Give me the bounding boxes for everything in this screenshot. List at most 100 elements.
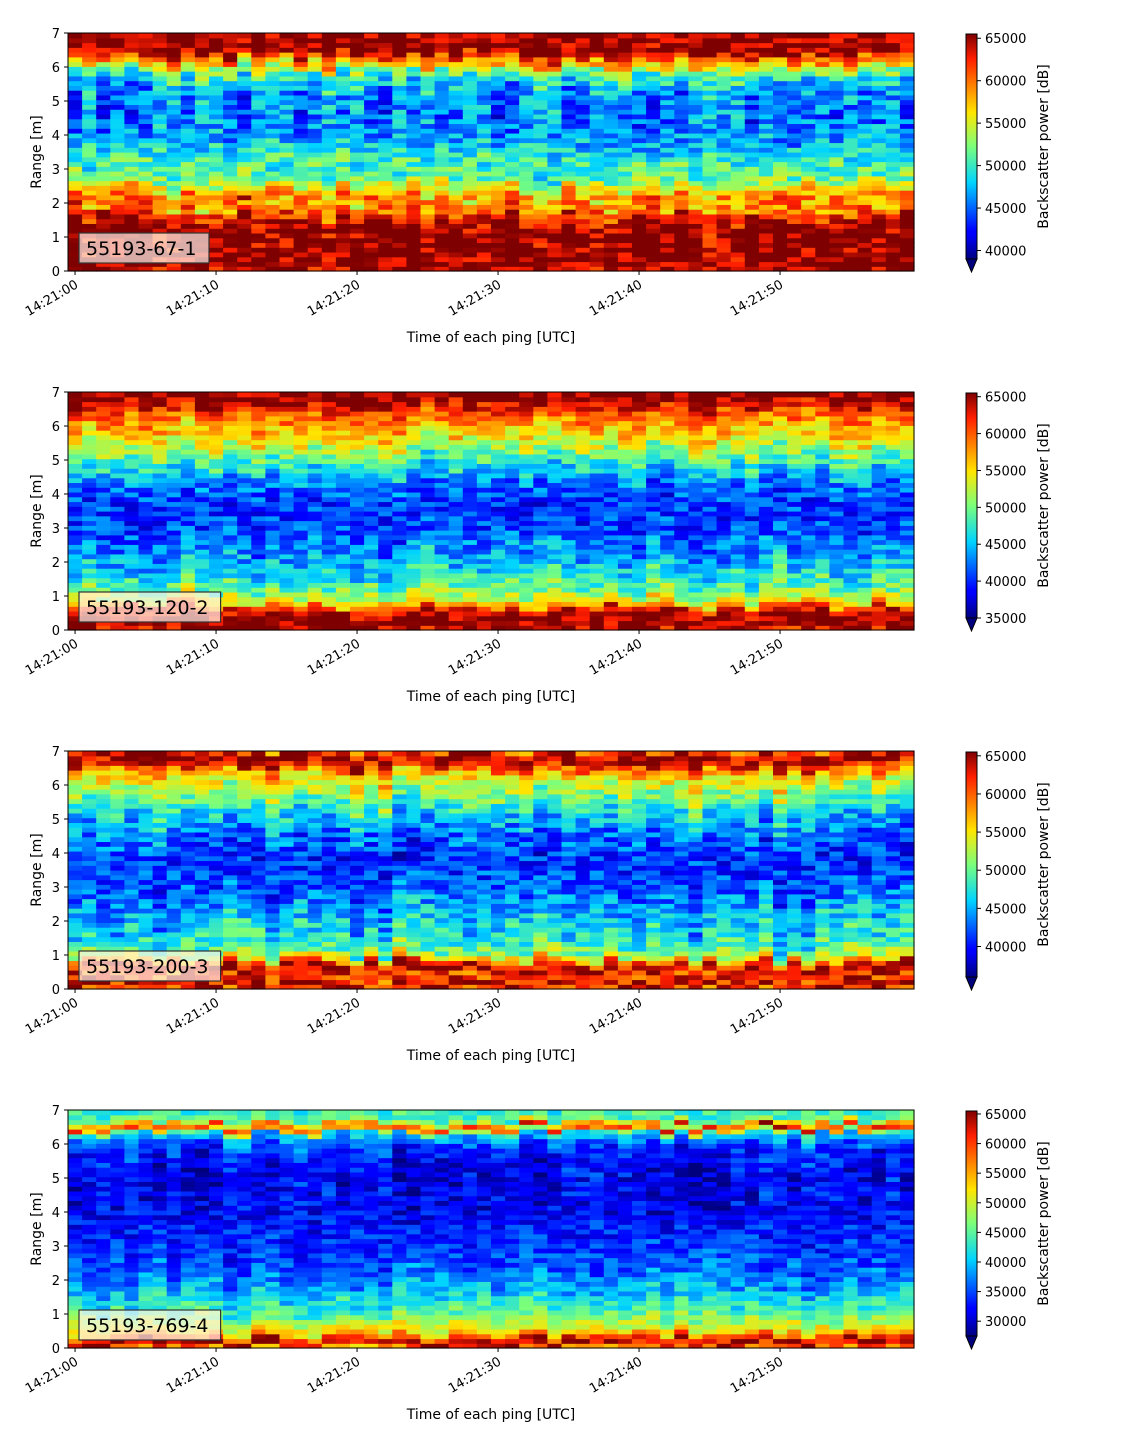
heatmap-cell xyxy=(166,553,182,560)
heatmap-cell xyxy=(730,104,746,110)
heatmap-cell xyxy=(885,175,901,182)
heatmap-cell xyxy=(209,61,224,67)
heatmap-cell xyxy=(68,496,83,503)
heatmap-cell xyxy=(279,85,295,91)
heatmap-cell xyxy=(180,185,196,191)
heatmap-cell xyxy=(350,620,365,626)
heatmap-cell xyxy=(462,511,478,517)
heatmap-cell xyxy=(138,80,154,86)
heatmap-cell xyxy=(378,104,393,110)
heatmap-cell xyxy=(180,487,196,493)
heatmap-cell xyxy=(110,180,125,186)
heatmap-cell xyxy=(632,266,647,272)
heatmap-cell xyxy=(335,199,351,205)
heatmap-cell xyxy=(829,42,845,48)
heatmap-cell xyxy=(547,411,563,417)
heatmap-cell xyxy=(209,218,224,224)
heatmap-cell xyxy=(857,190,873,196)
heatmap-cell xyxy=(519,582,534,588)
heatmap-cell xyxy=(209,128,224,134)
heatmap-cell xyxy=(462,625,478,631)
heatmap-cell xyxy=(68,615,83,622)
heatmap-cell xyxy=(491,415,506,422)
heatmap-cell xyxy=(279,137,295,144)
heatmap-cell xyxy=(744,56,760,63)
heatmap-cell xyxy=(476,256,492,263)
heatmap-cell xyxy=(96,166,111,172)
heatmap-cell xyxy=(533,228,548,234)
heatmap-cell xyxy=(96,582,111,588)
heatmap-cell xyxy=(110,530,125,536)
heatmap-cell xyxy=(265,511,281,517)
heatmap-cell xyxy=(617,99,633,105)
heatmap-cell xyxy=(209,515,224,522)
heatmap-cell xyxy=(871,147,887,153)
heatmap-cell xyxy=(307,247,323,253)
heatmap-cell xyxy=(68,606,83,612)
heatmap-cell xyxy=(462,247,478,253)
heatmap-cell xyxy=(364,458,379,464)
heatmap-cell xyxy=(124,218,140,224)
heatmap-cell xyxy=(406,392,422,398)
heatmap-cell xyxy=(406,56,422,63)
heatmap-cell xyxy=(335,128,351,134)
heatmap-cell xyxy=(265,156,281,163)
heatmap-cell xyxy=(237,449,252,455)
heatmap-cell xyxy=(251,572,266,579)
heatmap-cell xyxy=(561,506,577,512)
heatmap-cell xyxy=(237,601,252,607)
heatmap-cell xyxy=(194,587,210,593)
heatmap-cell xyxy=(335,558,351,564)
heatmap-cell xyxy=(110,520,125,526)
heatmap-cell xyxy=(96,458,111,464)
heatmap-cell xyxy=(223,515,238,522)
heatmap-cell xyxy=(787,232,802,239)
heatmap-cell xyxy=(68,425,83,431)
heatmap-cell xyxy=(829,61,845,67)
heatmap-cell xyxy=(110,123,125,129)
heatmap-cell xyxy=(392,563,407,569)
heatmap-cell xyxy=(364,587,379,593)
heatmap-cell xyxy=(293,185,309,191)
heatmap-cell xyxy=(674,99,689,105)
heatmap-cell xyxy=(350,511,365,517)
heatmap-cell xyxy=(138,199,154,205)
heatmap-cell xyxy=(801,94,816,101)
heatmap-cell xyxy=(547,587,563,593)
heatmap-cell xyxy=(96,123,111,129)
heatmap-cell xyxy=(420,256,436,263)
heatmap-cell xyxy=(476,411,492,417)
heatmap-cell xyxy=(561,223,577,229)
heatmap-cell xyxy=(194,472,210,479)
heatmap-cell xyxy=(293,247,309,253)
heatmap-cell xyxy=(96,411,111,417)
heatmap-cell xyxy=(871,85,887,91)
heatmap-cell xyxy=(871,166,887,172)
heatmap-cell xyxy=(561,37,577,44)
heatmap-cell xyxy=(505,491,520,498)
heatmap-cell xyxy=(138,75,154,82)
colorbar-extend-arrow xyxy=(965,258,978,274)
heatmap-cell xyxy=(209,453,224,460)
heatmap-cell xyxy=(533,558,548,564)
heatmap-cell xyxy=(491,506,506,512)
heatmap-cell xyxy=(730,251,746,258)
heatmap-cell xyxy=(730,228,746,234)
heatmap-cell xyxy=(420,190,436,196)
heatmap-cell xyxy=(293,577,309,583)
heatmap-cell xyxy=(448,468,464,474)
heatmap-cell xyxy=(533,75,548,82)
heatmap-cell xyxy=(688,47,704,53)
heatmap-cell xyxy=(392,468,407,474)
heatmap-cell xyxy=(491,232,506,239)
heatmap-cell xyxy=(68,587,83,593)
heatmap-cell xyxy=(491,392,506,398)
heatmap-cell xyxy=(476,218,492,224)
heatmap-cell xyxy=(378,204,393,210)
heatmap-cell xyxy=(462,142,478,148)
heatmap-cell xyxy=(237,491,252,498)
heatmap-cell xyxy=(505,190,520,196)
heatmap-cell xyxy=(279,415,295,422)
heatmap-cell xyxy=(335,596,351,603)
heatmap-cell xyxy=(110,47,125,53)
